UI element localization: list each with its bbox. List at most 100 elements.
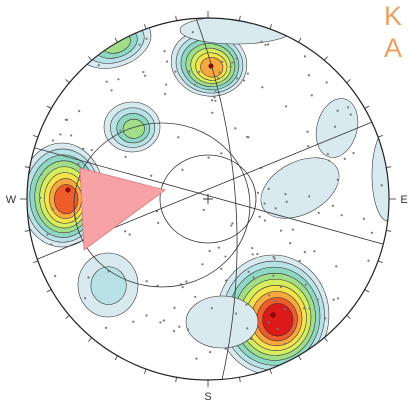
data-point (82, 147, 85, 150)
data-point (46, 233, 49, 236)
data-point (370, 231, 374, 234)
data-point (221, 60, 224, 63)
cluster-south-spread (185, 295, 259, 349)
cluster-east-b (260, 157, 340, 219)
data-point (263, 202, 266, 205)
data-point (284, 192, 287, 196)
data-point (211, 111, 214, 114)
tick-mark (364, 105, 370, 109)
tick-mark (364, 289, 370, 293)
tick-mark (324, 56, 328, 61)
data-point (181, 286, 184, 289)
data-point (224, 347, 227, 350)
tick-mark (24, 166, 30, 168)
data-point (207, 156, 210, 159)
data-point (349, 113, 352, 116)
data-point (313, 250, 316, 253)
tick-mark (144, 368, 147, 374)
data-point (105, 80, 108, 83)
data-point (303, 55, 307, 58)
tick-mark (144, 24, 147, 30)
data-point (310, 94, 313, 97)
corner-text-line2: A (384, 33, 403, 63)
data-point (316, 298, 319, 301)
failure-wedge (79, 167, 166, 251)
data-point (326, 153, 329, 156)
tick-mark (175, 15, 177, 21)
data-point (165, 83, 168, 86)
data-point (198, 70, 201, 73)
data-point (229, 65, 232, 68)
data-point (335, 265, 338, 268)
data-point (187, 72, 191, 75)
cluster-east-a (315, 98, 359, 158)
tick-mark (298, 355, 302, 361)
data-point (246, 327, 249, 330)
data-point (256, 252, 259, 256)
data-point (267, 187, 270, 190)
data-point (173, 306, 176, 309)
data-point (150, 174, 153, 177)
data-point (224, 279, 228, 282)
data-point (251, 246, 254, 250)
data-point (177, 136, 180, 139)
data-point (220, 267, 223, 270)
tick-mark (346, 315, 351, 319)
data-point (273, 299, 276, 302)
data-point (202, 208, 205, 212)
data-point (258, 215, 261, 218)
data-point (110, 89, 113, 92)
pole-marker (65, 187, 71, 193)
pole-marker (270, 312, 276, 318)
great-circle-n-s (195, 18, 238, 380)
data-point (325, 81, 328, 84)
data-point (117, 78, 120, 81)
small-circle-left (73, 122, 251, 288)
compass-south: S (204, 391, 211, 403)
data-point (234, 312, 238, 315)
data-point (70, 134, 73, 137)
tick-mark (46, 289, 52, 293)
data-point (307, 74, 311, 77)
data-point (145, 314, 148, 317)
data-point (54, 275, 57, 278)
tick-mark (33, 135, 39, 138)
data-points (39, 31, 383, 360)
tick-mark (24, 230, 30, 232)
data-point (90, 149, 93, 152)
data-point (246, 72, 249, 75)
data-point (211, 99, 214, 102)
data-point (145, 37, 148, 40)
data-point (268, 294, 271, 297)
data-point (272, 255, 275, 259)
data-point (245, 303, 248, 306)
data-point (346, 106, 350, 109)
data-point (276, 327, 279, 330)
great-circles (27, 18, 389, 380)
primitive-circle (26, 17, 390, 381)
center-cross (203, 194, 213, 204)
cluster-lower-left (77, 252, 139, 318)
data-point (217, 77, 220, 80)
data-point (283, 342, 286, 346)
tick-mark (46, 105, 52, 109)
data-point (279, 229, 283, 232)
data-point (87, 276, 90, 279)
cluster-upper-left (103, 101, 161, 153)
tick-mark (88, 56, 92, 61)
data-point (317, 211, 320, 215)
data-point (264, 43, 267, 46)
data-point (230, 224, 233, 227)
data-point (157, 221, 160, 224)
data-point (186, 328, 190, 331)
data-point (195, 357, 198, 360)
data-point (260, 40, 263, 43)
data-point (145, 280, 148, 283)
data-point (308, 195, 311, 198)
data-point (51, 139, 55, 142)
data-point (208, 350, 212, 354)
data-point (234, 127, 237, 130)
data-point (332, 298, 335, 301)
data-point (298, 259, 301, 262)
